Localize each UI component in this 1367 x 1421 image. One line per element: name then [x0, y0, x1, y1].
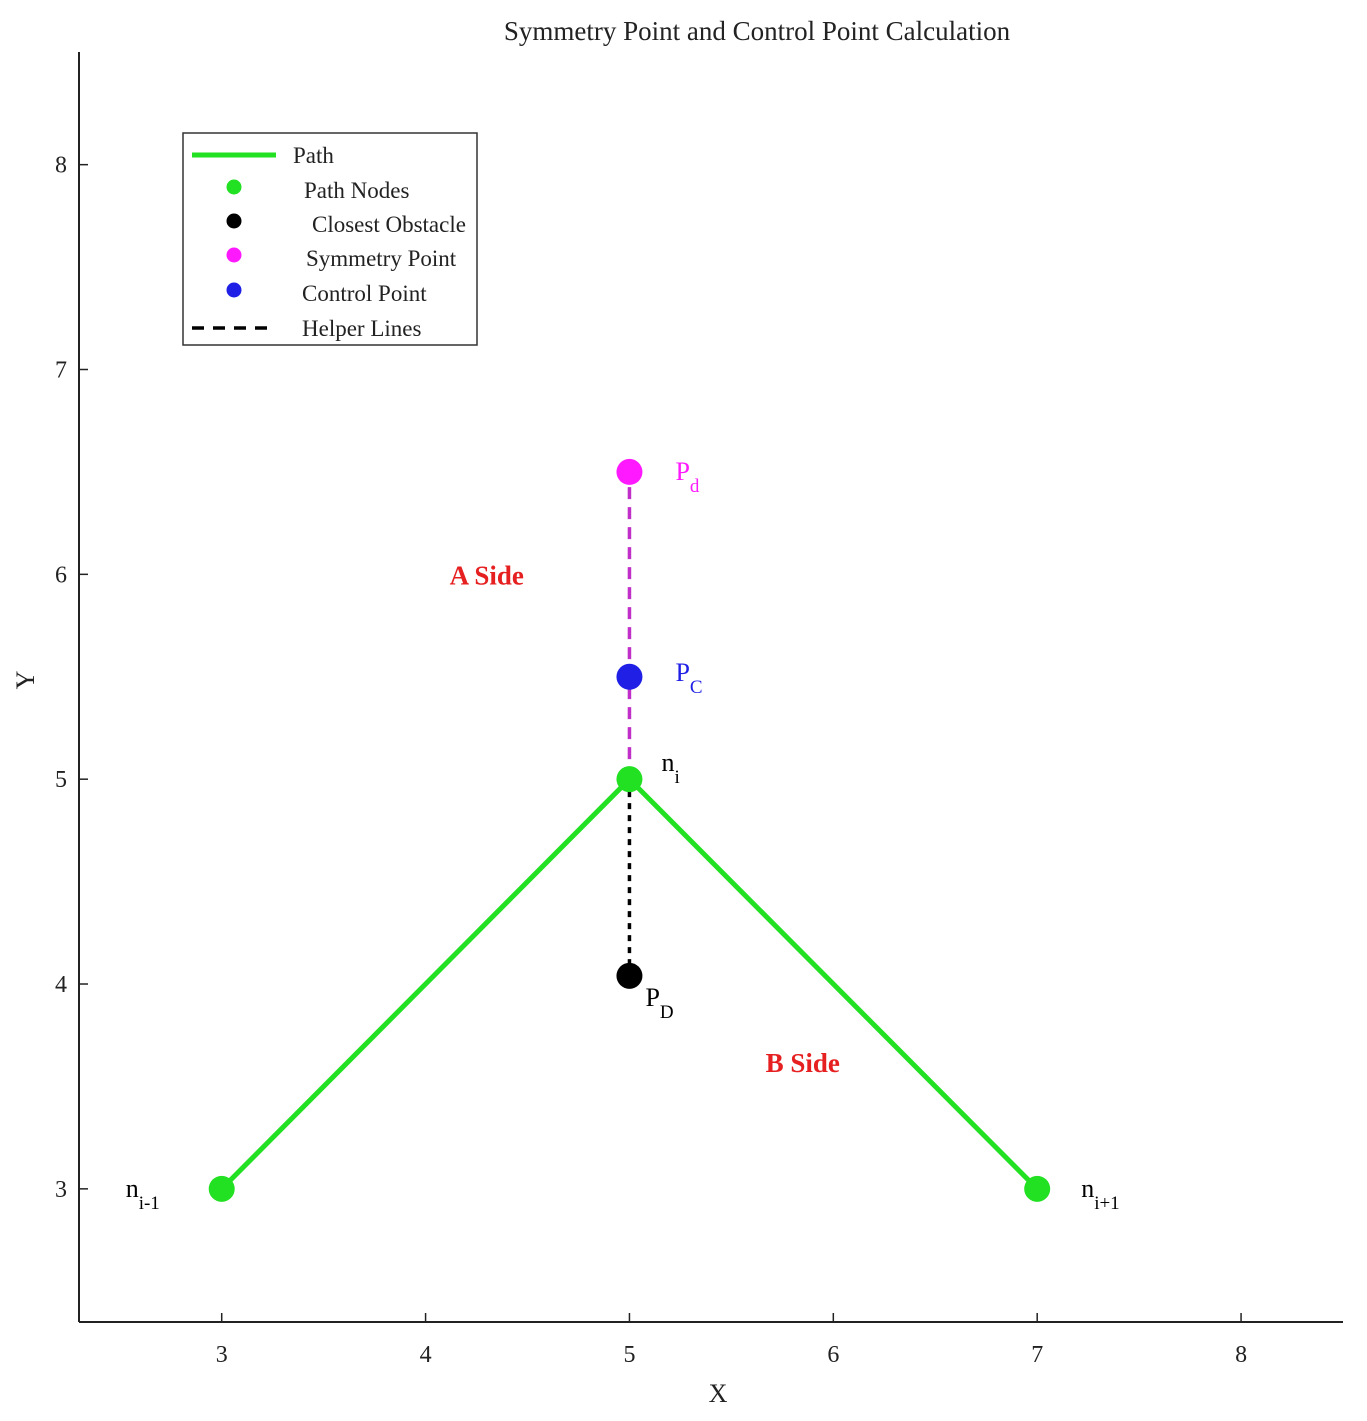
y-axis-title: Y	[11, 670, 40, 689]
legend: Path Path Nodes Closest Obstacle Symmetry P…	[182, 132, 478, 346]
legend-label: Path	[293, 143, 334, 168]
legend-label: Control Point	[302, 281, 427, 306]
x-tick-label: 8	[1235, 1342, 1247, 1368]
region-labels: A Side B Side	[450, 560, 840, 1078]
x-axis-title: X	[709, 1379, 728, 1408]
legend-box	[182, 132, 478, 346]
legend-swatch-marker	[226, 247, 242, 263]
region-label-a-side: A Side	[450, 560, 524, 590]
obstacle-marker	[616, 962, 643, 989]
x-tick-label: 3	[216, 1342, 228, 1368]
path-node-marker	[1024, 1175, 1051, 1202]
symmetry-point-marker	[616, 458, 643, 485]
y-tick-label: 7	[55, 358, 67, 384]
y-tick-label: 8	[55, 153, 67, 179]
annotations: Pd PC ni PD ni-1 ni+1	[126, 457, 1120, 1214]
legend-swatch-marker	[226, 282, 242, 298]
path-node-marker	[616, 766, 643, 793]
annotation-nim1: ni-1	[126, 1174, 160, 1214]
markers	[208, 458, 1051, 1202]
legend-label: Helper Lines	[302, 316, 421, 341]
path-node-marker	[208, 1175, 235, 1202]
legend-swatch-marker	[226, 213, 242, 229]
legend-label: Closest Obstacle	[312, 212, 466, 237]
y-tick-label: 5	[55, 767, 67, 793]
region-label-b-side: B Side	[766, 1048, 840, 1078]
x-tick-label: 7	[1031, 1342, 1043, 1368]
x-tick-label: 5	[623, 1342, 635, 1368]
annotation-pc: PC	[675, 658, 702, 698]
x-tick-label: 6	[827, 1342, 839, 1368]
legend-swatch-marker	[226, 179, 242, 195]
x-tick-label: 4	[420, 1342, 432, 1368]
chart-title: Symmetry Point and Control Point Calcula…	[504, 16, 1011, 46]
annotation-pd: Pd	[675, 457, 699, 497]
y-tick-label: 6	[55, 562, 67, 588]
annotation-nip1: ni+1	[1081, 1174, 1120, 1214]
annotation-pD: PD	[645, 983, 673, 1023]
legend-label: Path Nodes	[304, 178, 409, 203]
annotation-ni: ni	[661, 748, 679, 788]
ticks: 3 4 5 6 7 8 3 4 5 6 7 8	[55, 153, 1247, 1368]
control-point-marker	[616, 663, 643, 690]
y-tick-label: 3	[55, 1177, 67, 1203]
legend-label: Symmetry Point	[306, 246, 457, 271]
y-tick-label: 4	[55, 972, 67, 998]
